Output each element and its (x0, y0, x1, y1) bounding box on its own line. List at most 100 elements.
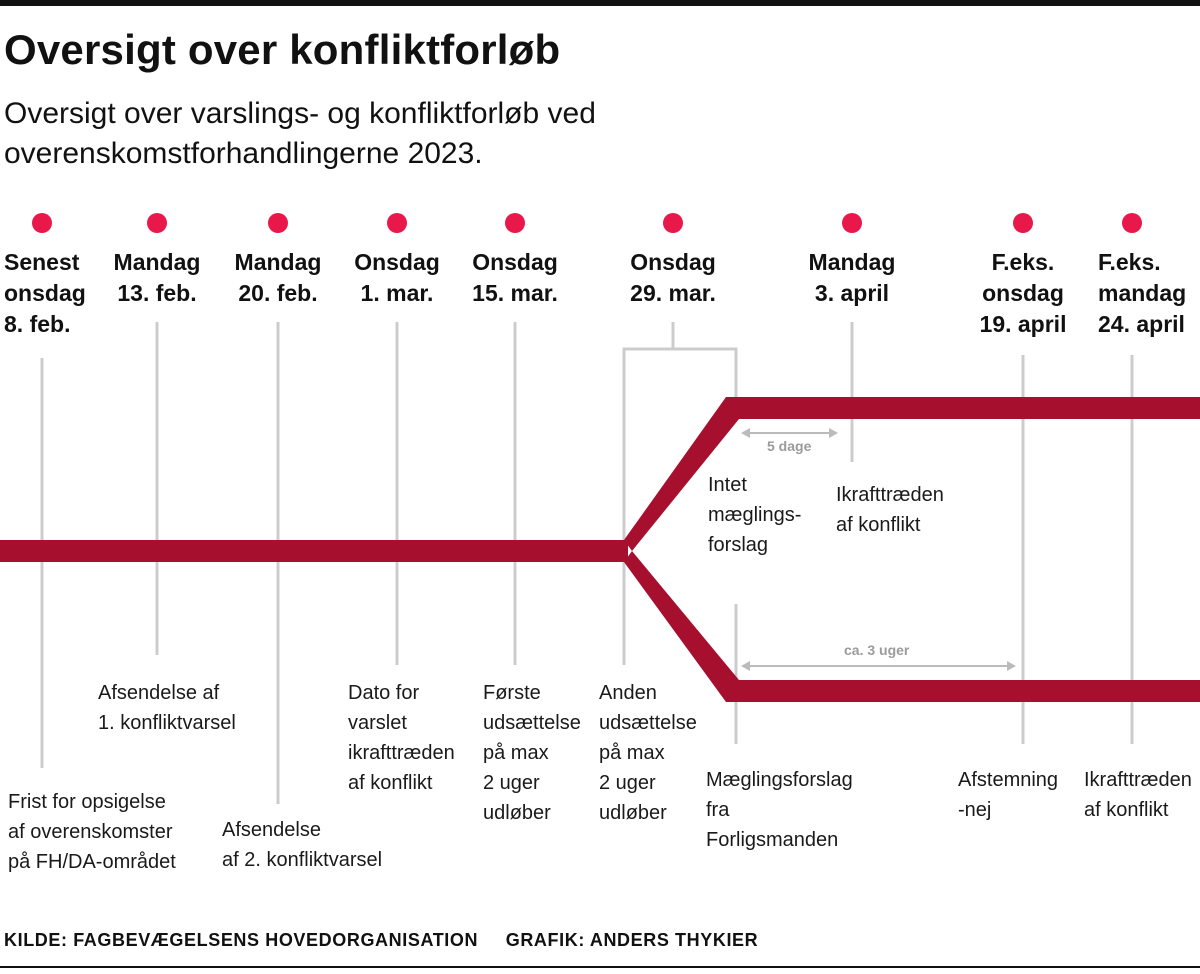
bottom-rule (0, 966, 1200, 968)
event-label-line: fra (706, 799, 730, 821)
top-rule (0, 0, 1200, 6)
event-label-line: 2 uger (599, 772, 656, 794)
date-label: Mandag 3. april (787, 247, 917, 309)
date-label-line: 1. mar. (360, 280, 434, 306)
event-label: Afstemning -nej (958, 765, 1058, 825)
date-label-line: 13. feb. (117, 280, 197, 306)
event-label-line: mæglings- (708, 504, 802, 526)
event-label-line: udsættelse (599, 712, 697, 734)
date-dot (268, 213, 288, 233)
date-label: Onsdag 15. mar. (450, 247, 580, 309)
five-days-arrow-head (741, 428, 750, 438)
date-label-line: 29. mar. (630, 280, 716, 306)
date-dot (147, 213, 167, 233)
date-label-line: Mandag (808, 249, 896, 275)
event-label-line: udsættelse (483, 712, 581, 734)
event-label: Frist for opsigelse af overenskomster på F… (8, 787, 176, 877)
event-label-line: på FH/DA-området (8, 851, 176, 873)
three-weeks-arrow-head (741, 661, 750, 671)
date-label-line: 19. april (979, 311, 1067, 337)
event-label-line: Ikrafttræden (836, 484, 944, 506)
timeline-guides (40, 322, 1134, 804)
date-label-line: F.eks. (1098, 249, 1161, 275)
event-label-line: 1. konfliktvarsel (98, 712, 236, 734)
event-label-line: af overenskomster (8, 821, 173, 843)
date-label-line: Senest (4, 249, 80, 275)
date-label: Mandag 13. feb. (92, 247, 222, 309)
date-label: Senest onsdag 8. feb. (4, 247, 134, 340)
date-label: Onsdag 29. mar. (608, 247, 738, 309)
event-label-line: af konflikt (348, 772, 433, 794)
duration-label: 5 dage (763, 438, 816, 454)
date-label-line: onsdag (982, 280, 1064, 306)
date-markers (32, 213, 1142, 233)
event-label-line: Ikrafttræden (1084, 769, 1192, 791)
date-label-line: mandag (1098, 280, 1187, 306)
date-dot (32, 213, 52, 233)
event-label: Afsendelse af 1. konfliktvarsel (98, 678, 236, 738)
event-label: Ikrafttræden af konflikt (1084, 765, 1192, 825)
event-label-line: forslag (708, 534, 769, 556)
date-label-line: 15. mar. (472, 280, 558, 306)
date-label: F.eks. onsdag 19. april (958, 247, 1088, 340)
event-label-line: udløber (599, 802, 667, 824)
date-label-line: 8. feb. (4, 311, 71, 337)
event-label-line: af konflikt (836, 514, 921, 536)
event-label-line: udløber (483, 802, 551, 824)
event-label-line: -nej (958, 799, 992, 821)
event-label: Mæglingsforslag fra Forligsmanden (706, 765, 853, 855)
date-label-line: Onsdag (354, 249, 440, 275)
date-label-line: F.eks. (991, 249, 1055, 275)
event-label-line: Afsendelse (222, 819, 321, 841)
graphic-credit: GRAFIK: ANDERS THYKIER (505, 930, 759, 950)
event-label-line: af 2. konfliktvarsel (222, 849, 383, 871)
event-label: Anden udsættelse på max 2 uger udløber (599, 678, 697, 828)
date-dot (1122, 213, 1142, 233)
date-dot (505, 213, 525, 233)
date-label-line: Onsdag (472, 249, 558, 275)
event-label-line: 2 uger (483, 772, 540, 794)
event-label-line: på max (599, 742, 665, 764)
conflict-tracks (0, 397, 1200, 702)
lower-track (624, 551, 1200, 702)
three-weeks-arrow-head (1007, 661, 1016, 671)
five-days-arrow-head (829, 428, 838, 438)
date-dot (387, 213, 407, 233)
event-label: Dato for varslet ikrafttræden af konflikt (348, 678, 455, 798)
date-label-line: 20. feb. (238, 280, 318, 306)
event-label-line: på max (483, 742, 549, 764)
date-label: F.eks. mandag 24. april (1098, 247, 1198, 340)
event-label: Første udsættelse på max 2 uger udløber (483, 678, 581, 828)
source-credit: KILDE: FAGBEVÆGELSENS HOVEDORGANISATION (4, 930, 479, 950)
event-label-line: Intet (708, 474, 747, 496)
page-subtitle: Oversigt over varslings- og konfliktforl… (4, 97, 596, 170)
event-label-line: Første (483, 682, 541, 704)
date-label: Mandag 20. feb. (213, 247, 343, 309)
duration-arrows (741, 428, 1016, 671)
page-title: Oversigt over konfliktforløb (4, 26, 561, 73)
date-label: Onsdag 1. mar. (332, 247, 462, 309)
footer: KILDE: FAGBEVÆGELSENS HOVEDORGANISATION … (4, 930, 780, 951)
date-label-line: 3. april (814, 280, 890, 306)
event-label: Ikrafttræden af konflikt (836, 480, 944, 540)
event-label-line: Frist for opsigelse (8, 791, 166, 813)
event-label-line: Afstemning (958, 769, 1059, 791)
event-label: Afsendelse af 2. konfliktvarsel (222, 815, 382, 875)
event-label-line: Mæglingsforslag (706, 769, 853, 791)
event-label-line: Anden (599, 682, 657, 704)
date-label-line: 24. april (1098, 311, 1185, 337)
event-label-line: Dato for (348, 682, 420, 704)
bracket-line (622, 347, 738, 665)
event-label-line: varslet (348, 712, 407, 734)
duration-label: ca. 3 uger (840, 642, 914, 658)
event-label-line: Forligsmanden (706, 829, 839, 851)
date-label-line: Onsdag (630, 249, 716, 275)
date-dot (663, 213, 683, 233)
date-label-line: Mandag (113, 249, 201, 275)
event-label-line: ikrafttræden (348, 742, 455, 764)
date-label-line: onsdag (4, 280, 86, 306)
upper-track (624, 397, 1200, 551)
event-label-line: Afsendelse af (98, 682, 220, 704)
date-label-line: Mandag (234, 249, 322, 275)
